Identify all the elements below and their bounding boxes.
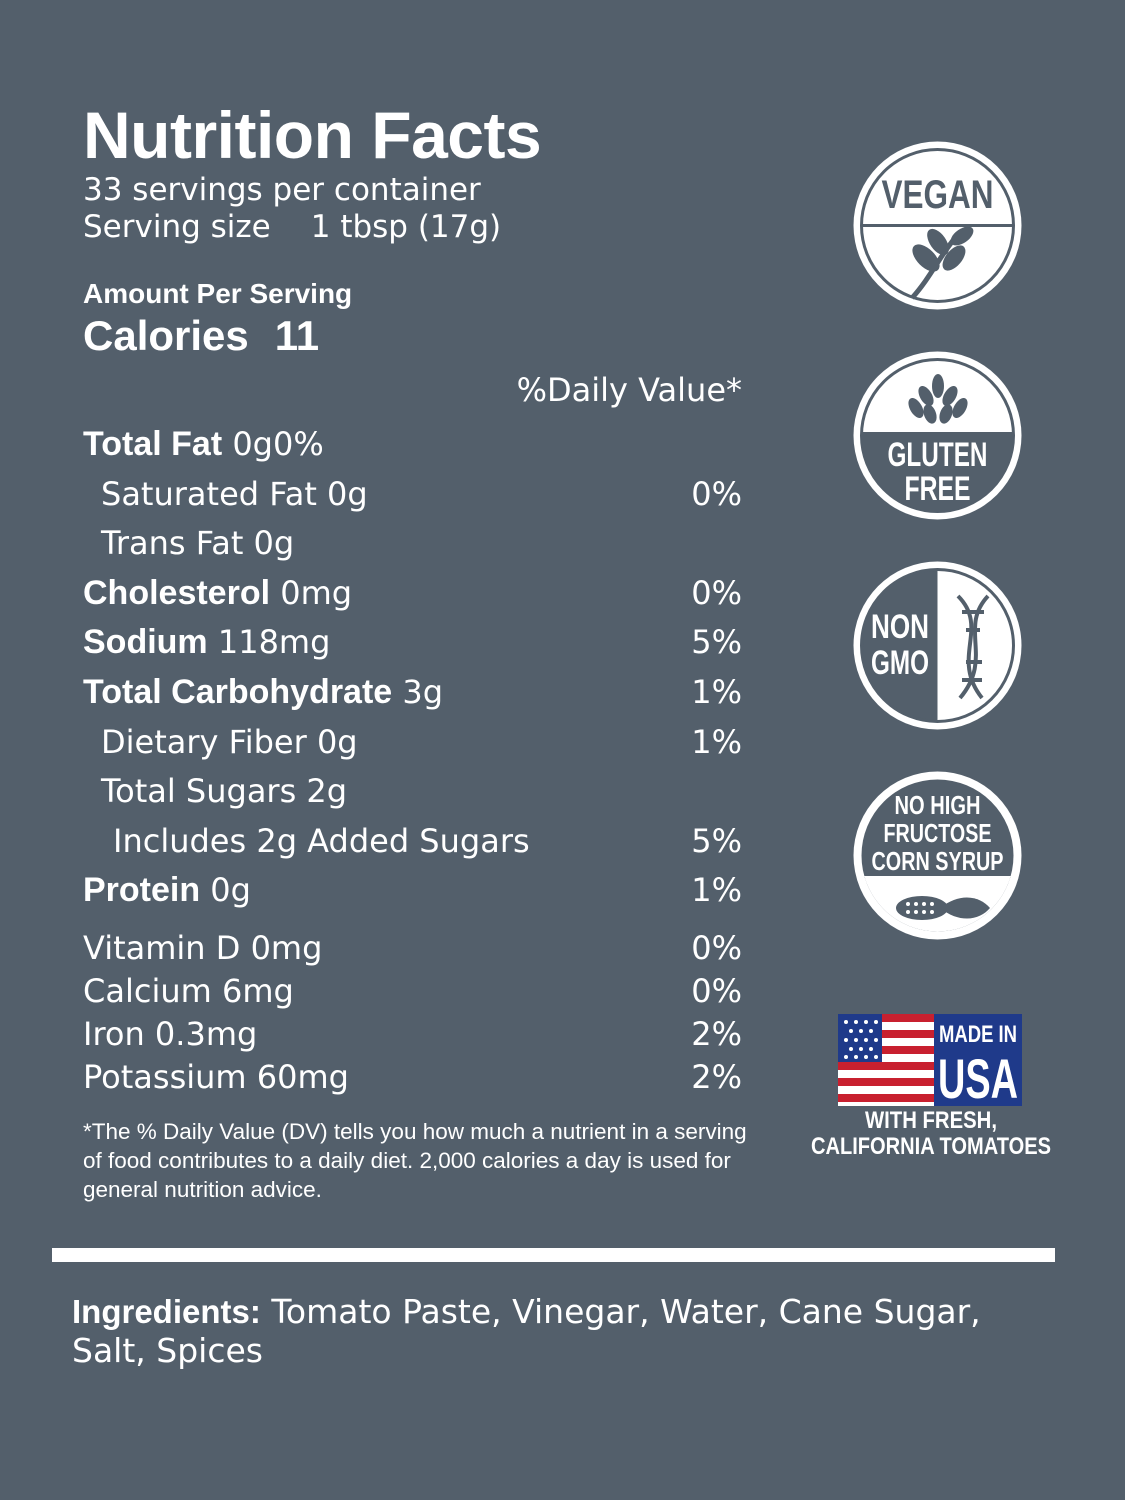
daily-value-header: %Daily Value* — [516, 371, 742, 409]
non-text: NON — [871, 608, 929, 646]
with-fresh-text: WITH FRESH, — [865, 1107, 997, 1134]
nutrient-label: Dietary Fiber 0g — [101, 722, 358, 761]
nutrient-label: Cholesterol 0mg — [83, 573, 353, 612]
made-in-text: MADE IN — [939, 1021, 1017, 1048]
nutrient-row: Total Sugars 2g — [83, 772, 748, 822]
vitamin-label: Calcium 6mg — [83, 971, 294, 1010]
vitamin-row: Iron 0.3mg 2% — [83, 1013, 748, 1056]
calories-line: Calories 11 — [83, 310, 748, 362]
ingredients: Ingredients: Tomato Paste, Vinegar, Wate… — [72, 1292, 1062, 1370]
california-tomatoes-text: CALIFORNIA TOMATOES — [811, 1133, 1051, 1160]
footnote: *The % Daily Value (DV) tells you how mu… — [83, 1118, 747, 1202]
nutrient-row: Includes 2g Added Sugars 5% — [83, 822, 748, 872]
amount-per-serving: Amount Per Serving — [83, 278, 353, 309]
serving-size-value: 1 tbsp (17g) — [310, 209, 502, 245]
vitamin-list: Vitamin D 0mg 0% Calcium 6mg 0% Iron 0.3… — [83, 927, 748, 1099]
free-text: FREE — [905, 470, 971, 508]
us-flag-icon — [838, 1014, 934, 1106]
nutrient-row: Total Carbohydrate 3g 1% — [83, 673, 748, 723]
nutrient-row: Protein 0g 1% — [83, 871, 748, 921]
nutrient-label: Sodium 118mg — [83, 623, 331, 662]
nutrient-row: Dietary Fiber 0g 1% — [83, 723, 748, 773]
made-in-usa-badge: MADE IN USA WITH FRESH, CALIFORNIA TOMAT… — [810, 1012, 1055, 1162]
nutrient-label: Total Fat 0g0% — [83, 425, 324, 463]
nutrient-label: Total Sugars 2g — [101, 772, 348, 811]
vegan-text: VEGAN — [882, 173, 994, 217]
ingredients-text: Tomato Paste, Vinegar, Water, Cane Sugar… — [72, 1292, 981, 1370]
calories-value: 11 — [274, 312, 320, 359]
nutrient-percent: 0% — [691, 573, 742, 612]
wheat-icon — [908, 374, 968, 424]
vitamin-row: Calcium 6mg 0% — [83, 970, 748, 1013]
servings-per-container: 33 servings per container — [83, 172, 481, 208]
nutrient-list: Total Fat 0g0% Saturated Fat 0g 0% Trans… — [83, 425, 748, 921]
nutrient-label: Includes 2g Added Sugars — [113, 821, 530, 860]
vitamin-label: Potassium 60mg — [83, 1057, 349, 1096]
nutrition-panel: Nutrition Facts 33 servings per containe… — [83, 98, 748, 1204]
nutrient-percent: 5% — [691, 821, 742, 860]
hfcs-line1: NO HIGH — [895, 790, 981, 820]
nutrient-percent: 1% — [691, 871, 742, 910]
gluten-free-badge: GLUTEN FREE — [850, 348, 1025, 523]
panel-title: Nutrition Facts — [83, 98, 542, 172]
nutrient-label: Trans Fat 0g — [101, 524, 295, 563]
ingredients-label: Ingredients: — [72, 1293, 261, 1330]
nutrient-label: Total Carbohydrate 3g — [83, 672, 444, 711]
vitamin-label: Iron 0.3mg — [83, 1014, 258, 1053]
dna-icon — [956, 594, 990, 700]
nutrient-percent: 1% — [691, 722, 742, 761]
nutrient-row: Saturated Fat 0g 0% — [83, 475, 748, 525]
vitamin-label: Vitamin D 0mg — [83, 928, 323, 967]
nutrient-label: Protein 0g — [83, 871, 251, 910]
nutrient-label: Saturated Fat 0g — [101, 474, 368, 513]
nutrient-row: Sodium 118mg 5% — [83, 623, 748, 673]
gluten-text: GLUTEN — [888, 436, 988, 474]
serving-size-label: Serving size — [83, 209, 271, 245]
vitamin-row: Vitamin D 0mg 0% — [83, 927, 748, 970]
nutrient-percent: 1% — [691, 672, 742, 711]
nutrient-row: Trans Fat 0g — [83, 524, 748, 574]
hfcs-line2: FRUCTOSE — [884, 818, 992, 848]
nutrient-row: Cholesterol 0mg 0% — [83, 574, 748, 624]
calories-label: Calories — [83, 312, 249, 359]
vitamin-percent: 0% — [691, 928, 742, 967]
hfcs-line3: CORN SYRUP — [872, 846, 1004, 876]
nutrient-row: Total Fat 0g0% — [83, 425, 748, 475]
vitamin-row: Potassium 60mg 2% — [83, 1056, 748, 1099]
no-hfcs-badge: NO HIGH FRUCTOSE CORN SYRUP — [850, 768, 1025, 943]
section-divider — [52, 1248, 1055, 1262]
nutrient-percent: 5% — [691, 623, 742, 662]
vegan-badge: VEGAN — [850, 138, 1025, 313]
corn-icon — [896, 896, 990, 920]
leaf-icon — [910, 226, 974, 300]
vitamin-percent: 2% — [691, 1014, 742, 1053]
non-gmo-badge: NON GMO — [850, 558, 1025, 733]
serving-size: Serving size 1 tbsp (17g) — [83, 209, 748, 246]
vitamin-percent: 2% — [691, 1057, 742, 1096]
usa-text: USA — [938, 1047, 1018, 1110]
gmo-text: GMO — [871, 644, 929, 682]
nutrient-percent: 0% — [691, 474, 742, 513]
vitamin-percent: 0% — [691, 971, 742, 1010]
